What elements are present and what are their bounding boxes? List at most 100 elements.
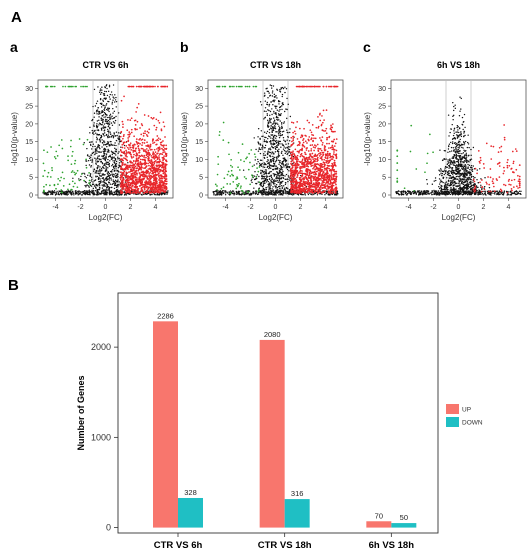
point-ns <box>261 162 263 165</box>
point-ns <box>85 160 87 162</box>
point-ns <box>110 143 112 145</box>
point-up <box>135 111 137 113</box>
point-ns <box>259 152 262 155</box>
point-ns <box>269 155 272 158</box>
point-up <box>152 175 155 177</box>
point-up <box>162 151 164 154</box>
point-up <box>160 177 162 180</box>
point-up <box>322 153 325 156</box>
point-ns <box>55 192 58 194</box>
point-down <box>86 85 88 88</box>
point-up <box>164 190 166 193</box>
point-ns <box>111 183 113 186</box>
point-up <box>147 175 149 177</box>
point-ns <box>244 191 246 193</box>
point-up <box>137 188 140 190</box>
point-ns <box>109 114 111 117</box>
point-ns <box>270 167 272 170</box>
point-ns <box>93 122 95 124</box>
point-ns <box>114 147 116 149</box>
point-ns <box>105 97 107 99</box>
point-up <box>151 182 154 185</box>
point-up <box>291 180 294 182</box>
point-ns <box>106 143 108 145</box>
point-ns <box>118 162 121 164</box>
point-ns <box>259 137 261 140</box>
point-ns <box>53 190 56 192</box>
point-ns <box>272 121 275 123</box>
point-up <box>125 183 127 186</box>
point-ns <box>279 120 281 122</box>
point-up <box>331 158 334 160</box>
point-up <box>134 128 137 131</box>
point-up <box>126 146 129 149</box>
point-ns <box>46 194 48 196</box>
point-ns <box>158 193 161 195</box>
point-up <box>307 150 310 152</box>
point-ns <box>98 155 101 157</box>
point-ns <box>117 156 119 159</box>
point-ns <box>102 176 104 179</box>
point-up <box>121 163 124 165</box>
point-up <box>308 158 310 161</box>
point-ns <box>96 152 98 154</box>
point-up <box>164 175 167 178</box>
point-up <box>306 158 309 161</box>
point-up <box>144 132 146 135</box>
point-ns <box>115 160 118 163</box>
point-up <box>128 85 131 88</box>
point-ns <box>274 165 276 167</box>
point-ns <box>276 175 278 178</box>
point-up <box>329 189 332 192</box>
point-ns <box>260 165 263 167</box>
point-ns <box>276 171 279 174</box>
point-up <box>150 155 153 157</box>
y-tick-label: 20 <box>25 121 33 128</box>
point-ns <box>271 145 273 147</box>
point-ns <box>95 158 97 160</box>
point-up <box>128 135 131 138</box>
point-ns <box>264 162 266 165</box>
point-ns <box>100 180 102 182</box>
point-ns <box>281 131 284 133</box>
point-up <box>299 155 302 158</box>
point-up <box>160 187 163 189</box>
point-down <box>71 150 74 153</box>
point-up <box>127 183 130 186</box>
point-ns <box>89 194 91 196</box>
point-ns <box>102 99 104 101</box>
point-ns <box>98 181 100 183</box>
point-up <box>134 123 137 126</box>
point-ns <box>272 155 274 158</box>
point-up <box>125 191 128 194</box>
point-ns <box>103 130 105 132</box>
point-up <box>331 166 334 168</box>
point-ns <box>276 159 278 161</box>
point-ns <box>112 107 114 110</box>
point-ns <box>259 159 262 161</box>
point-ns <box>107 171 110 174</box>
point-ns <box>108 187 110 190</box>
point-ns <box>291 194 294 196</box>
point-up <box>156 135 159 137</box>
point-ns <box>261 135 263 138</box>
point-ns <box>162 192 164 195</box>
point-up <box>314 175 317 178</box>
point-up <box>312 179 315 181</box>
point-ns <box>99 166 101 168</box>
point-up <box>126 167 129 170</box>
point-ns <box>109 154 111 157</box>
point-ns <box>255 177 257 180</box>
point-ns <box>274 99 276 101</box>
point-ns <box>83 189 86 192</box>
point-ns <box>106 135 109 138</box>
point-up <box>120 191 122 194</box>
point-ns <box>105 90 108 93</box>
point-ns <box>98 110 101 113</box>
point-ns <box>282 170 284 173</box>
point-ns <box>282 194 284 196</box>
point-ns <box>263 166 266 169</box>
point-ns <box>238 193 240 196</box>
point-ns <box>101 169 103 172</box>
point-ns <box>275 191 278 193</box>
